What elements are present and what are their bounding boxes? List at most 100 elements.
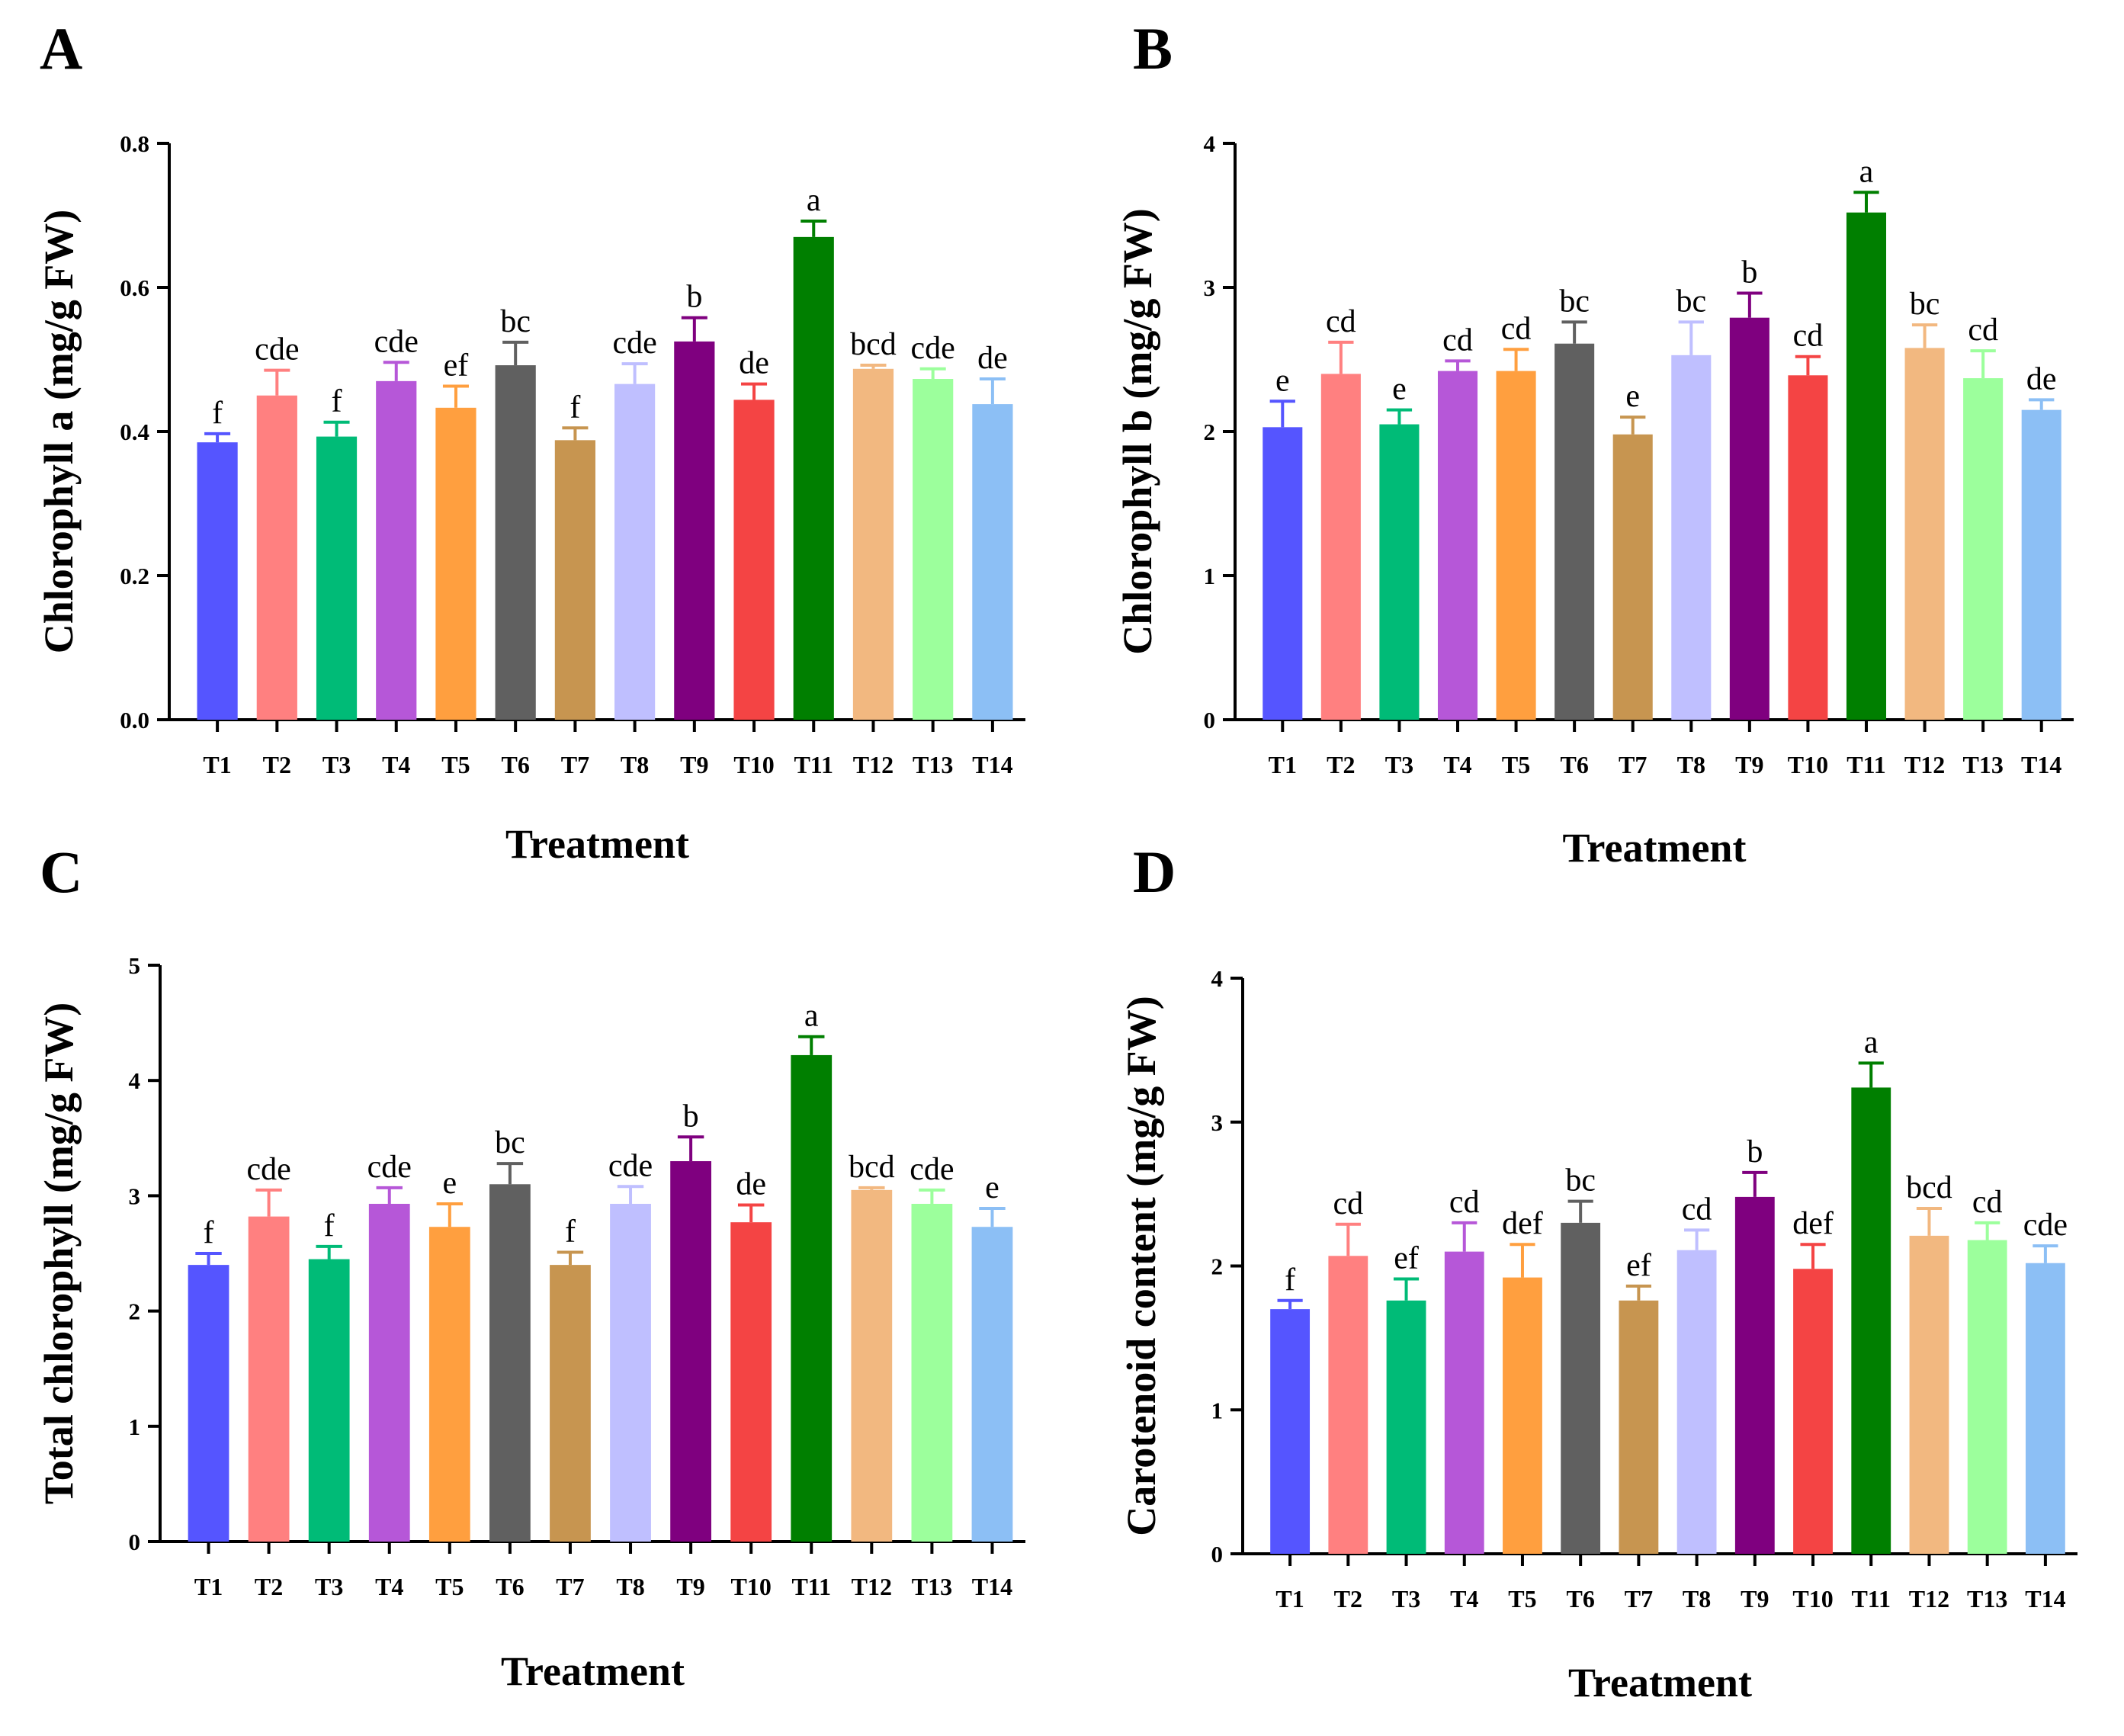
x-axis-title: Treatment [505,821,689,867]
x-tick-label: T14 [972,1573,1012,1600]
x-tick-label: T11 [1846,751,1886,778]
bar-T2 [1320,374,1361,720]
x-tick-label: T14 [972,751,1012,778]
significance-letter: e [985,1170,999,1205]
significance-letter: e [1275,363,1290,398]
x-tick-label: T1 [194,1573,223,1600]
significance-letter: e [1392,372,1407,407]
x-tick-label: T1 [203,751,231,778]
bar-T7 [1612,434,1653,720]
bar-T12 [1909,1235,1949,1554]
x-tick-label: T6 [496,1573,524,1600]
significance-letter: bc [1559,284,1590,319]
y-tick-label: 1 [1211,1397,1224,1423]
significance-letter: ef [1626,1248,1651,1283]
significance-letter: f [565,1214,576,1249]
bar-T11 [791,1054,833,1542]
bar-T13 [1963,378,2004,720]
panel-letter: D [1133,839,1176,905]
y-tick-label: 0 [1204,707,1216,733]
significance-letter: cde [374,324,419,359]
bar-T8 [610,1203,651,1542]
bar-T10 [733,400,775,720]
bar-T6 [495,365,536,720]
y-tick-label: 0.6 [120,274,149,301]
bar-T9 [1729,317,1769,720]
significance-letter: f [570,390,580,425]
x-tick-label: T11 [791,1573,831,1600]
y-tick-label: 0.8 [120,130,149,157]
bar-T5 [1503,1277,1542,1554]
significance-letter: def [1502,1206,1543,1241]
bar-T3 [1386,1300,1426,1554]
bar-T2 [248,1216,290,1542]
significance-letter: def [1792,1206,1834,1241]
y-tick-label: 4 [129,1067,141,1094]
significance-letter: a [1864,1025,1879,1060]
x-tick-label: T13 [912,1573,952,1600]
x-tick-label: T9 [676,1573,704,1600]
bar-T11 [793,236,834,720]
significance-letter: cde [608,1148,653,1183]
y-tick-label: 2 [1211,1253,1224,1280]
bar-T3 [1379,424,1420,720]
x-tick-label: T6 [1567,1585,1595,1612]
bar-T8 [1671,355,1712,720]
significance-letter: e [1625,379,1640,414]
x-tick-label: T12 [852,1573,892,1600]
bar-T4 [1444,1251,1484,1554]
bar-T14 [971,1227,1013,1542]
significance-letter: cde [910,1152,954,1187]
panel-letter: C [40,839,82,905]
x-tick-label: T2 [1334,1585,1362,1612]
significance-letter: b [683,1099,699,1134]
x-tick-label: T5 [1502,751,1530,778]
bar-T2 [256,395,297,720]
significance-letter: f [212,396,223,431]
bar-T12 [851,1189,893,1542]
significance-letter: cd [1793,319,1824,354]
x-tick-label: T1 [1275,1585,1304,1612]
chart-panel-d: D 0 1 2 3 4 Carotenoid content (mg/g FW) Treatm… [1118,839,2077,1706]
bar-T6 [1554,343,1595,720]
significance-letter: e [442,1166,457,1201]
significance-letter: cd [1442,322,1473,358]
bar-T4 [368,1203,410,1542]
chart-panel-b: B 0 1 2 3 4 Chlorophyll b (mg/g FW) Treatment T1… [1115,15,2074,871]
panel-letter: A [40,15,82,82]
bar-T5 [1496,371,1536,720]
bar-T1 [1270,1309,1311,1554]
bar-T7 [1619,1300,1659,1554]
bar-T1 [197,442,238,720]
bar-T12 [1904,348,1945,720]
significance-letter: cd [1501,311,1532,346]
x-tick-label: T12 [1909,1585,1949,1612]
x-axis-title: Treatment [1568,1660,1752,1706]
bar-T2 [1328,1256,1368,1554]
significance-letter: cd [1449,1185,1480,1220]
chart-panel-c: C 0 1 2 3 4 5 Total chlorophyll (mg/g FW) Treatm… [36,839,1025,1694]
bar-T10 [1788,375,1828,720]
x-tick-label: T10 [1788,751,1828,778]
significance-letter: b [686,280,702,315]
significance-letter: a [1859,154,1874,189]
bar-T3 [308,1259,350,1542]
x-tick-label: T7 [1625,1585,1653,1612]
y-tick-label: 0 [1211,1541,1224,1568]
x-tick-label: T11 [794,751,833,778]
x-tick-label: T3 [322,751,351,778]
panel-letter: B [1133,15,1173,82]
bar-T1 [1263,427,1303,720]
x-tick-label: T4 [382,751,410,778]
bar-T14 [2021,409,2061,720]
bar-T14 [972,404,1013,720]
significance-letter: cde [255,332,299,367]
significance-letter: cde [367,1150,412,1185]
significance-letter: de [977,341,1008,376]
x-tick-label: T7 [561,751,589,778]
bar-T8 [614,383,656,720]
y-tick-label: 3 [1211,1109,1224,1136]
y-tick-label: 0 [129,1529,141,1555]
significance-letter: bc [1910,287,1940,322]
y-tick-label: 4 [1204,130,1216,157]
